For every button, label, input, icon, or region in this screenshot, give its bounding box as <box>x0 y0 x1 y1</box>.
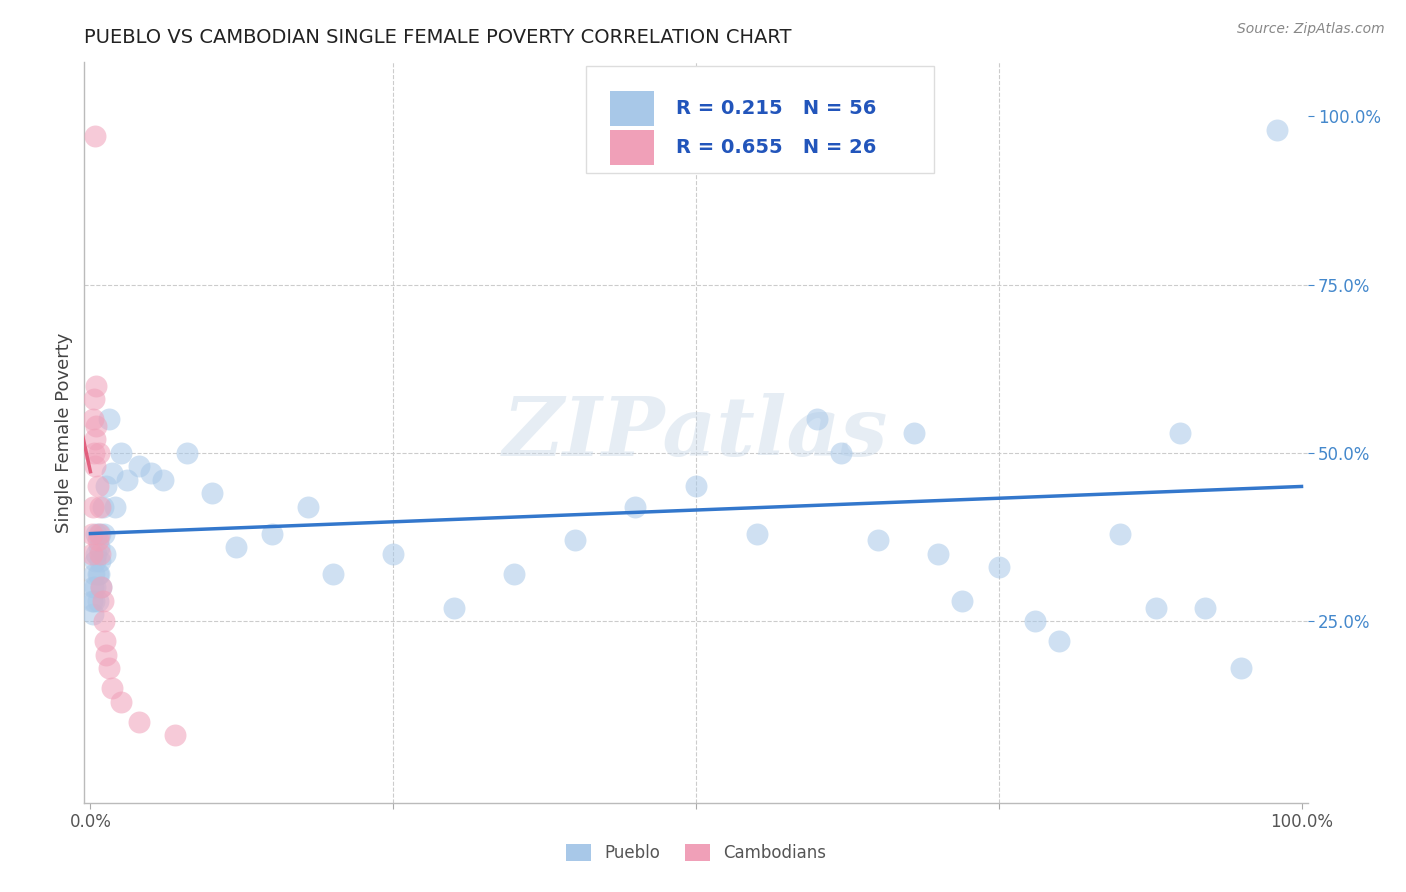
Point <box>987 560 1010 574</box>
Text: PUEBLO VS CAMBODIAN SINGLE FEMALE POVERTY CORRELATION CHART: PUEBLO VS CAMBODIAN SINGLE FEMALE POVERT… <box>84 28 792 47</box>
Point <box>685 479 707 493</box>
Point <box>1170 425 1192 440</box>
Point <box>96 648 118 662</box>
Point <box>90 581 112 595</box>
Point <box>82 607 104 622</box>
Point <box>564 533 586 548</box>
Point <box>82 500 104 514</box>
Point <box>94 547 117 561</box>
Point <box>262 526 284 541</box>
Point <box>80 526 103 541</box>
Text: R = 0.655   N = 26: R = 0.655 N = 26 <box>676 138 877 157</box>
Point <box>87 540 110 554</box>
Bar <box>610 91 654 126</box>
Point <box>110 695 132 709</box>
Point <box>83 446 105 460</box>
Point <box>84 129 107 144</box>
Point <box>200 486 222 500</box>
Point <box>83 594 105 608</box>
Point <box>91 594 114 608</box>
Point <box>1108 526 1130 541</box>
Point <box>139 466 162 480</box>
Point <box>903 425 925 440</box>
Point <box>90 581 112 595</box>
Y-axis label: Single Female Poverty: Single Female Poverty <box>55 333 73 533</box>
Point <box>80 594 103 608</box>
Point <box>1024 614 1046 628</box>
Point <box>84 581 107 595</box>
Point <box>83 566 105 581</box>
Point <box>93 526 115 541</box>
Point <box>86 526 108 541</box>
Point <box>101 466 124 480</box>
Text: R = 0.215   N = 56: R = 0.215 N = 56 <box>676 99 877 118</box>
Point <box>84 433 107 447</box>
FancyBboxPatch shape <box>586 66 935 173</box>
Point <box>80 547 103 561</box>
Point <box>866 533 889 548</box>
Point <box>927 547 949 561</box>
Point <box>382 547 405 561</box>
Text: Source: ZipAtlas.com: Source: ZipAtlas.com <box>1237 22 1385 37</box>
Point <box>101 681 124 696</box>
Point <box>86 378 108 392</box>
Point <box>86 566 108 581</box>
Point <box>1265 122 1288 136</box>
Bar <box>610 130 654 165</box>
Point <box>87 526 110 541</box>
Point <box>89 526 111 541</box>
Point <box>84 553 107 567</box>
Point <box>110 446 132 460</box>
Point <box>97 661 120 675</box>
Legend: Pueblo, Cambodians: Pueblo, Cambodians <box>560 837 832 869</box>
Point <box>86 533 108 548</box>
Point <box>624 500 647 514</box>
Point <box>1144 600 1167 615</box>
Point <box>115 473 138 487</box>
Point <box>745 526 768 541</box>
Point <box>86 479 108 493</box>
Point <box>503 566 526 581</box>
Point <box>1230 661 1253 675</box>
Point <box>91 500 114 514</box>
Point <box>322 566 344 581</box>
Point <box>152 473 174 487</box>
Point <box>84 459 107 474</box>
Point <box>94 634 117 648</box>
Point <box>297 500 319 514</box>
Point <box>89 547 111 561</box>
Point <box>104 500 127 514</box>
Point <box>86 594 108 608</box>
Point <box>165 729 187 743</box>
Point <box>83 392 105 406</box>
Point <box>96 479 118 493</box>
Point <box>82 581 104 595</box>
Point <box>1047 634 1070 648</box>
Point <box>93 614 115 628</box>
Point <box>443 600 465 615</box>
Point <box>89 553 111 567</box>
Point <box>128 459 150 474</box>
Point <box>176 446 198 460</box>
Point <box>86 418 108 433</box>
Point <box>87 566 110 581</box>
Point <box>830 446 852 460</box>
Point <box>806 412 828 426</box>
Text: ZIPatlas: ZIPatlas <box>503 392 889 473</box>
Point <box>225 540 247 554</box>
Point <box>82 412 104 426</box>
Point <box>1194 600 1216 615</box>
Point <box>128 714 150 729</box>
Point <box>97 412 120 426</box>
Point <box>952 594 974 608</box>
Point <box>89 500 111 514</box>
Point <box>87 446 110 460</box>
Point <box>86 547 108 561</box>
